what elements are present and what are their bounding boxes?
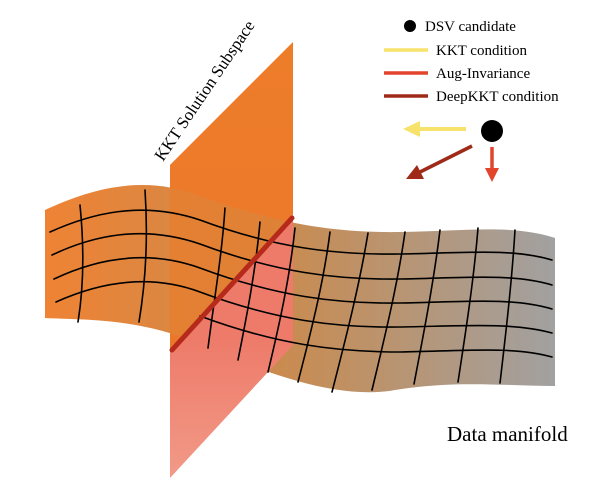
kkt-arrow: [403, 121, 466, 137]
kkt-plane-lower: [170, 214, 293, 478]
data-manifold: [45, 184, 555, 393]
dsv-candidate-point: [481, 120, 503, 142]
manifold-grid: [49, 189, 553, 393]
manifold-label: Data manifold: [447, 422, 568, 446]
legend-label-aug: Aug-Invariance: [436, 66, 530, 82]
legend-label-dsv: DSV candidate: [425, 19, 516, 35]
legend-label-kkt: KKT condition: [436, 43, 527, 59]
deepkkt-arrow: [406, 144, 473, 179]
legend-label-deepkkt: DeepKKT condition: [436, 89, 559, 105]
legend-dot-marker: [404, 20, 416, 32]
intersection-line: [169, 215, 295, 353]
legend: DSV candidate KKT condition Aug-Invarian…: [384, 19, 559, 105]
aug-arrow: [485, 147, 499, 182]
kkt-plane-front: [170, 42, 293, 352]
